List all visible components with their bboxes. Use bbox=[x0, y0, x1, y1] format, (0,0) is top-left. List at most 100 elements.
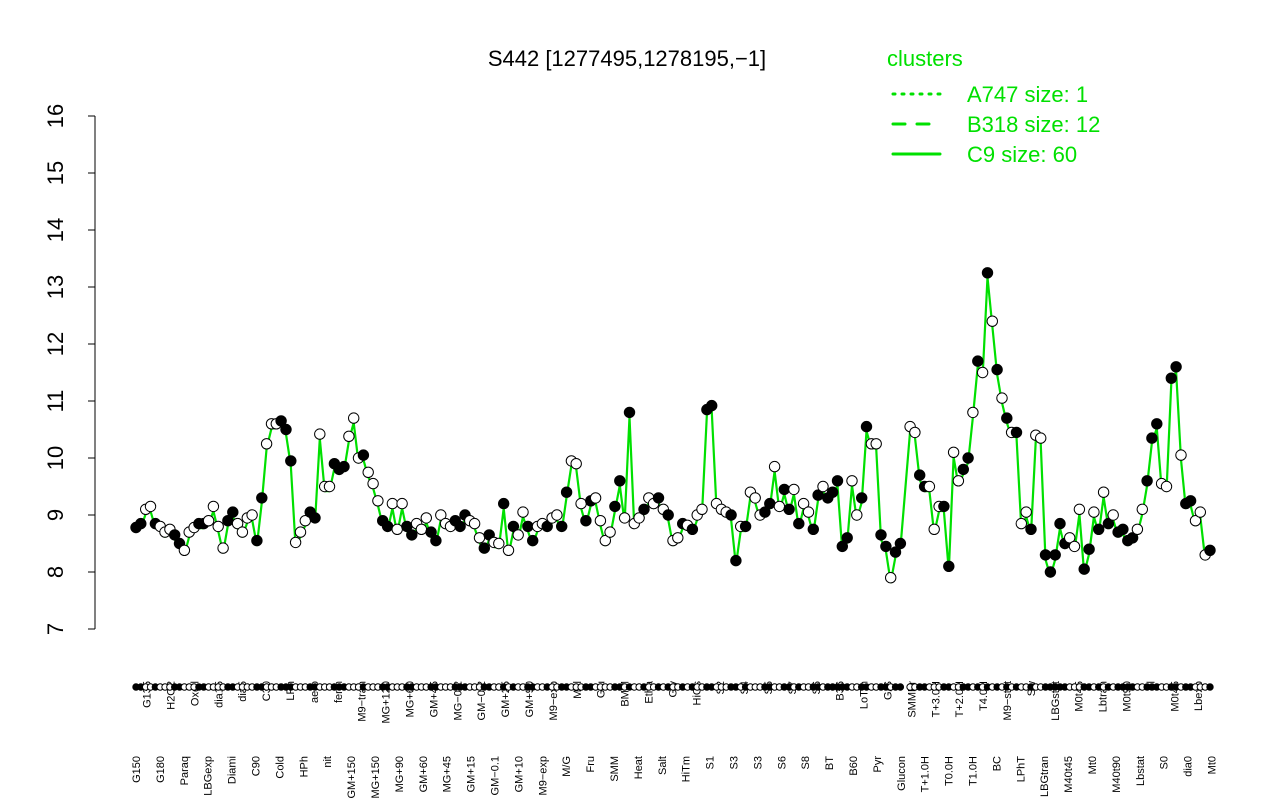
data-point bbox=[894, 537, 907, 550]
data-point bbox=[367, 477, 379, 490]
data-point bbox=[454, 520, 466, 533]
data-points bbox=[130, 267, 1216, 584]
data-point bbox=[981, 267, 994, 279]
legend: clusters A747 size: 1 B318 size: 12 C9 siz… bbox=[887, 46, 1100, 167]
x-tick-label-bottom: M/G bbox=[561, 756, 573, 777]
data-point bbox=[783, 503, 795, 515]
data-point bbox=[1204, 544, 1216, 556]
data-point bbox=[623, 406, 636, 419]
data-point bbox=[826, 486, 839, 498]
x-tick-label-top: MG+120 bbox=[381, 681, 393, 724]
data-point bbox=[1054, 517, 1066, 530]
data-point bbox=[227, 506, 239, 518]
data-point bbox=[348, 412, 360, 424]
data-point bbox=[406, 529, 418, 541]
x-tick-label-bottom: S1 bbox=[705, 756, 717, 769]
data-point bbox=[522, 520, 534, 533]
data-point bbox=[391, 523, 403, 535]
y-tick-label: 13 bbox=[43, 275, 68, 299]
data-point bbox=[1131, 523, 1144, 535]
x-axis-bottom-labels: G150 G180 Paraq LBGexp Diami C90 Cold HPh nit GM+… bbox=[131, 756, 1218, 799]
x-tick-label-bottom: HPh bbox=[298, 756, 310, 777]
data-point bbox=[614, 475, 626, 487]
x-tick-label-bottom: BT bbox=[824, 756, 836, 770]
data-point bbox=[556, 520, 568, 533]
data-point bbox=[967, 406, 979, 419]
data-point bbox=[415, 523, 428, 535]
y-tick-label: 8 bbox=[43, 566, 68, 578]
x-tick-label-bottom: Pyr bbox=[872, 756, 884, 773]
y-axis: 7 8 9 10 11 12 13 14 15 16 bbox=[43, 104, 96, 635]
data-point bbox=[231, 517, 244, 530]
data-point bbox=[285, 455, 297, 467]
data-point bbox=[928, 523, 940, 535]
data-point bbox=[1141, 475, 1153, 487]
data-point bbox=[435, 509, 447, 521]
x-tick-label-bottom: HiTm bbox=[681, 756, 693, 782]
x-tick-label-bottom: M40t45 bbox=[1063, 756, 1075, 793]
data-point bbox=[1189, 515, 1202, 527]
data-point bbox=[952, 475, 965, 487]
x-tick-label-bottom: GM+150 bbox=[346, 756, 358, 799]
data-point bbox=[870, 438, 882, 450]
data-point bbox=[468, 517, 481, 530]
data-point bbox=[580, 515, 592, 527]
data-point bbox=[1073, 503, 1086, 515]
data-point bbox=[807, 523, 819, 535]
data-point bbox=[1064, 532, 1076, 544]
x-tick-label-bottom: B60 bbox=[848, 756, 860, 776]
data-point bbox=[1146, 432, 1158, 444]
legend-title: clusters bbox=[887, 46, 963, 71]
data-point bbox=[1049, 549, 1061, 561]
legend-label: B318 size: 12 bbox=[967, 112, 1100, 137]
data-point bbox=[764, 497, 776, 510]
data-point bbox=[889, 546, 902, 558]
x-tick-label-bottom: T+1.0H bbox=[920, 756, 932, 792]
chart-title: S442 [1277495,1278195,−1] bbox=[488, 46, 766, 71]
data-point bbox=[381, 520, 394, 533]
x-tick-label-bottom: nit bbox=[322, 756, 334, 768]
x-tick-label-bottom: MG+45 bbox=[442, 756, 454, 792]
data-point bbox=[1068, 540, 1081, 553]
data-point bbox=[517, 506, 529, 518]
data-point bbox=[498, 497, 510, 510]
data-point bbox=[1194, 506, 1207, 518]
data-point bbox=[696, 503, 708, 515]
data-point bbox=[386, 497, 399, 510]
y-tick-label: 14 bbox=[43, 218, 68, 242]
data-point bbox=[831, 475, 844, 487]
x-tick-label-bottom: GM+15 bbox=[466, 756, 478, 792]
data-point bbox=[618, 512, 631, 524]
x-tick-label-bottom: S3 bbox=[752, 756, 764, 769]
x-tick-label-bottom: Heat bbox=[633, 756, 645, 779]
data-point bbox=[135, 517, 147, 530]
data-point bbox=[507, 520, 520, 533]
x-tick-label-bottom: GM+60 bbox=[418, 756, 430, 792]
data-point bbox=[730, 554, 742, 567]
data-point bbox=[425, 526, 437, 538]
data-point bbox=[759, 506, 771, 518]
x-tick-label-bottom: C90 bbox=[250, 756, 262, 776]
data-point bbox=[396, 497, 408, 510]
x-tick-label-bottom: S0 bbox=[1159, 756, 1171, 769]
x-tick-label-bottom: GM+10 bbox=[513, 756, 525, 792]
data-point bbox=[633, 512, 645, 524]
data-point bbox=[1093, 523, 1105, 535]
data-point bbox=[246, 509, 258, 521]
data-point bbox=[972, 355, 984, 367]
data-point bbox=[575, 497, 587, 510]
y-tick-label: 7 bbox=[43, 623, 68, 635]
x-tick-label-bottom: M40t90 bbox=[1111, 756, 1123, 793]
x-tick-label-bottom: S6 bbox=[776, 756, 788, 769]
legend-label: C9 size: 60 bbox=[967, 142, 1077, 167]
data-point bbox=[1025, 523, 1037, 535]
data-point bbox=[372, 495, 384, 507]
data-point bbox=[169, 529, 181, 541]
data-point bbox=[502, 544, 515, 556]
data-point bbox=[841, 532, 853, 544]
y-tick-label: 11 bbox=[43, 390, 68, 413]
x-tick-label-bottom: S3 bbox=[728, 756, 740, 769]
data-point bbox=[1136, 503, 1149, 515]
data-point bbox=[256, 492, 268, 504]
data-point bbox=[594, 515, 607, 527]
